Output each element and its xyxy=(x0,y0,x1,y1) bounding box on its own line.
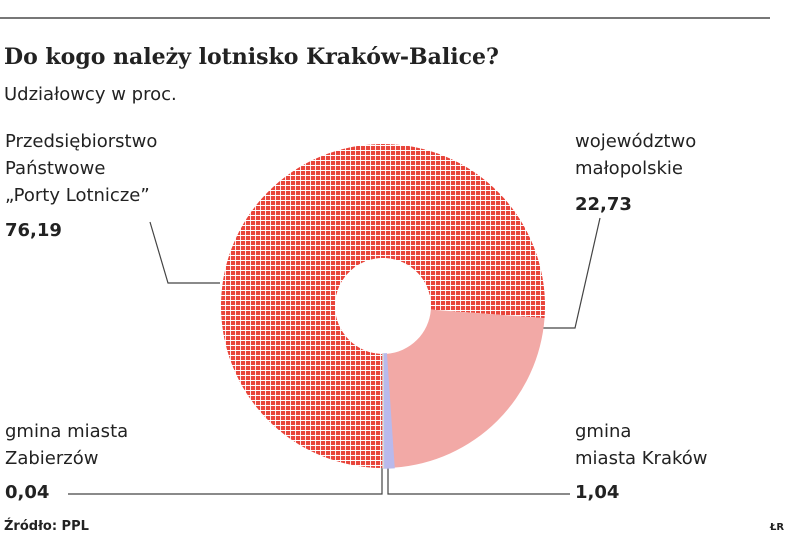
source: Źródło: PPL xyxy=(4,518,89,534)
category-label: gmina miasta Kraków xyxy=(575,421,708,469)
slice xyxy=(386,309,545,468)
value-label: 22,73 xyxy=(575,194,632,215)
category-label: województwo małopolskie xyxy=(575,131,696,179)
chart-subtitle: Udziałowcy w proc. xyxy=(4,84,177,105)
category-label: gmina miasta Zabierzów xyxy=(5,421,128,469)
value-label: 0,04 xyxy=(5,482,49,503)
leader-line xyxy=(68,458,383,495)
credit: ŁR xyxy=(769,522,784,533)
category-label: Przedsiębiorstwo Państwowe „Porty Lotnicze… xyxy=(5,131,157,206)
leader-line xyxy=(387,458,570,495)
chart-title: Do kogo należy lotnisko Kraków-Balice? xyxy=(4,44,499,70)
leader-line xyxy=(149,221,220,284)
leader-line xyxy=(537,217,601,329)
value-label: 76,19 xyxy=(5,220,62,241)
value-label: 1,04 xyxy=(575,482,619,503)
slice xyxy=(221,144,545,468)
